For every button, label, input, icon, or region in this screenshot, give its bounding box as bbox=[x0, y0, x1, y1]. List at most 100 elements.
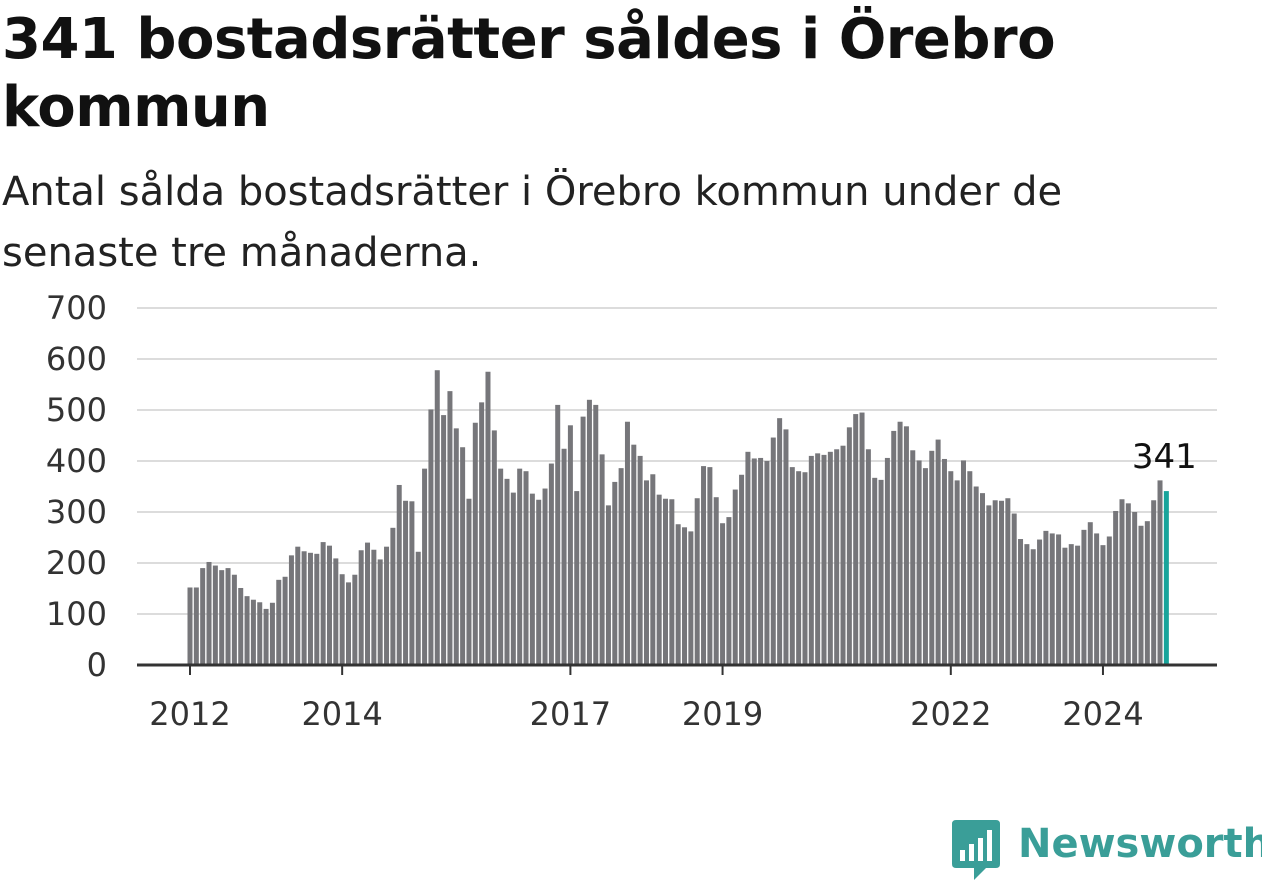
bar bbox=[783, 429, 789, 665]
bar bbox=[669, 499, 675, 665]
bar bbox=[948, 471, 954, 665]
bar bbox=[1151, 500, 1157, 665]
bar bbox=[605, 505, 611, 665]
bar bbox=[1049, 533, 1055, 665]
bar bbox=[1132, 512, 1138, 665]
bar bbox=[1018, 539, 1024, 665]
bar bbox=[586, 399, 592, 665]
x-tick-label: 2024 bbox=[1062, 695, 1143, 733]
bar bbox=[403, 500, 409, 665]
bar bbox=[580, 416, 586, 665]
bar bbox=[789, 467, 795, 665]
bar bbox=[688, 531, 694, 665]
bar bbox=[960, 460, 966, 665]
bar bbox=[453, 428, 459, 665]
bar bbox=[1087, 522, 1093, 665]
bar bbox=[263, 608, 269, 665]
y-tick-label: 600 bbox=[46, 340, 107, 378]
bar bbox=[548, 463, 554, 665]
bar bbox=[846, 427, 852, 665]
bar bbox=[922, 468, 928, 665]
x-tick-label: 2012 bbox=[149, 695, 230, 733]
bar bbox=[675, 524, 681, 665]
bar bbox=[1094, 533, 1100, 665]
bar bbox=[187, 587, 193, 665]
bar bbox=[1113, 510, 1119, 665]
bar bbox=[206, 561, 212, 665]
bar bbox=[897, 421, 903, 665]
bar bbox=[219, 570, 225, 665]
bar bbox=[941, 458, 947, 665]
bar bbox=[1075, 545, 1081, 665]
bar bbox=[701, 466, 707, 665]
bar bbox=[231, 574, 237, 665]
bar bbox=[618, 468, 624, 665]
bar bbox=[745, 451, 751, 665]
brand-name: Newsworthy bbox=[1018, 821, 1262, 867]
bar bbox=[999, 500, 1005, 665]
bar bbox=[225, 568, 231, 665]
bar bbox=[827, 451, 833, 665]
bar bbox=[314, 553, 320, 665]
bar bbox=[212, 565, 218, 665]
bar bbox=[377, 559, 383, 665]
bar bbox=[599, 454, 605, 665]
bar bbox=[1100, 545, 1106, 665]
bar bbox=[631, 444, 637, 665]
bar bbox=[1081, 529, 1087, 665]
y-tick-label: 300 bbox=[46, 493, 107, 531]
bar bbox=[872, 477, 878, 665]
bar bbox=[1024, 544, 1030, 665]
bar bbox=[384, 546, 390, 665]
bar bbox=[288, 555, 294, 665]
bar bbox=[980, 493, 985, 665]
bar bbox=[390, 527, 396, 665]
bar bbox=[1037, 539, 1043, 665]
bar bbox=[517, 468, 523, 665]
bar bbox=[460, 447, 466, 665]
bar bbox=[447, 391, 453, 665]
chart-title: 341 bostadsrätter såldes i Örebro kommun bbox=[2, 7, 1056, 140]
bar bbox=[1062, 547, 1068, 665]
bar bbox=[1005, 498, 1011, 665]
bar bbox=[637, 455, 643, 665]
x-axis-ticks bbox=[189, 665, 1104, 675]
bar bbox=[1119, 499, 1125, 665]
bar bbox=[193, 587, 199, 665]
bar bbox=[796, 471, 802, 665]
bar bbox=[986, 505, 992, 665]
bar bbox=[682, 527, 688, 665]
bar bbox=[574, 491, 580, 665]
y-tick-label: 700 bbox=[46, 289, 107, 327]
bar bbox=[434, 370, 440, 665]
x-tick-label: 2019 bbox=[682, 695, 763, 733]
bar bbox=[758, 457, 764, 665]
bar bbox=[1144, 521, 1150, 665]
bar bbox=[498, 468, 504, 665]
bar bbox=[371, 549, 377, 665]
highlight-value-label: 341 bbox=[1132, 437, 1197, 477]
bar bbox=[409, 501, 415, 665]
bar bbox=[301, 551, 307, 665]
chart-subtitle: Antal sålda bostadsrätter i Örebro kommu… bbox=[2, 169, 1063, 276]
bar bbox=[770, 437, 776, 665]
bar bbox=[992, 500, 998, 665]
bar bbox=[555, 404, 561, 665]
bar bbox=[663, 498, 668, 665]
y-tick-label: 500 bbox=[46, 391, 107, 429]
bar bbox=[510, 492, 516, 665]
bar bbox=[777, 418, 783, 665]
bar bbox=[307, 552, 313, 665]
x-axis-labels: 2012 2014 2017 2019 2022 2024 bbox=[149, 695, 1143, 733]
bar bbox=[935, 439, 941, 665]
bar bbox=[1106, 536, 1112, 665]
bar bbox=[713, 497, 719, 665]
bar bbox=[694, 498, 700, 665]
bar bbox=[1011, 513, 1017, 665]
bar bbox=[529, 493, 535, 665]
bar bbox=[853, 414, 859, 665]
bar bbox=[504, 478, 510, 665]
bar bbox=[929, 450, 935, 665]
bar bbox=[764, 461, 770, 665]
bar bbox=[257, 602, 263, 665]
